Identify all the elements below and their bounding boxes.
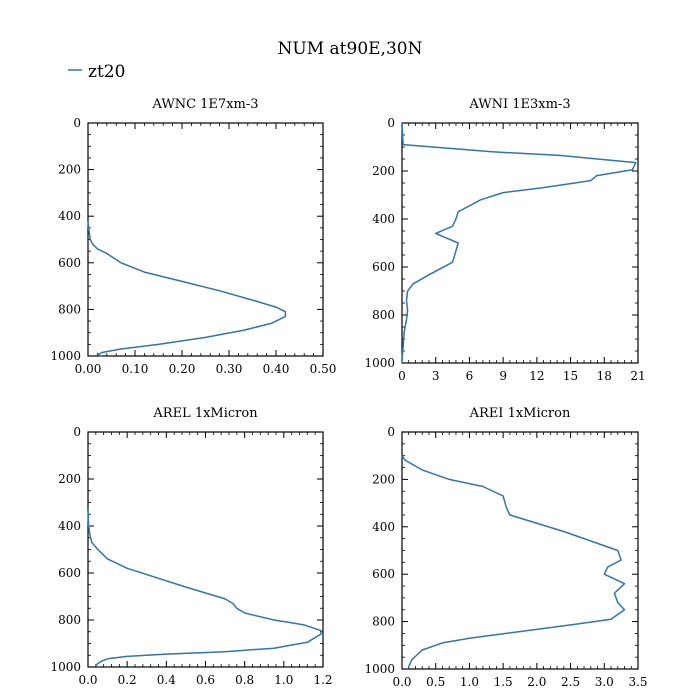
- panel-title: AREI 1xMicron: [469, 406, 571, 421]
- x-tick-label: 0: [398, 369, 406, 383]
- legend: zt20: [68, 62, 125, 82]
- series-line-zt20: [87, 220, 287, 357]
- x-tick-label: 0.30: [216, 362, 243, 376]
- y-tick-label: 1000: [50, 660, 81, 674]
- x-tick-label: 0.6: [196, 673, 215, 687]
- y-tick-label: 600: [372, 567, 395, 581]
- plot-frame: [401, 431, 639, 670]
- x-tick-label: 1.0: [274, 673, 293, 687]
- x-tick-label: 6: [466, 369, 474, 383]
- x-tick-label: 0.8: [235, 673, 254, 687]
- y-tick-label: 200: [372, 164, 395, 178]
- panel-title: AWNC 1E7xm-3: [151, 97, 258, 112]
- y-tick-label: 0: [73, 116, 81, 130]
- legend-label: zt20: [88, 62, 125, 82]
- x-tick-label: 0.0: [392, 675, 411, 689]
- y-tick-label: 600: [58, 256, 81, 270]
- x-tick-label: 0.00: [75, 362, 102, 376]
- x-tick-label: 0.10: [122, 362, 149, 376]
- y-tick-label: 0: [387, 425, 395, 439]
- x-tick-label: 3.5: [628, 675, 647, 689]
- plot-frame: [87, 122, 324, 357]
- y-tick-label: 600: [372, 260, 395, 274]
- y-tick-label: 200: [372, 472, 395, 486]
- y-tick-label: 1000: [364, 662, 395, 676]
- y-tick-label: 800: [372, 308, 395, 322]
- y-tick-label: 200: [58, 472, 81, 486]
- chart-panel-3: AREL 1xMicron 0.0 0.2 0.4 0.6 0.8 1.0 1.2 0 200 40…: [50, 406, 332, 687]
- x-tick-label: 15: [563, 369, 578, 383]
- x-tick-label: 1.5: [494, 675, 513, 689]
- series-line-zt20: [401, 122, 637, 363]
- x-tick-label: 2.5: [561, 675, 580, 689]
- y-tick-label: 400: [372, 212, 395, 226]
- y-tick-label: 200: [58, 163, 81, 177]
- y-tick-label: 800: [58, 613, 81, 627]
- x-tick-label: 0.0: [78, 673, 97, 687]
- x-tick-label: 0.5: [426, 675, 445, 689]
- plot-frame: [87, 431, 324, 668]
- chart-panel-2: AWNI 1E3xm-3 0 3 6 9 12 15 18 21 0 200 400 600 800 100…: [364, 97, 645, 383]
- chart-panel-4: AREI 1xMicron 0.0 0.5 1.0 1.5 2.0 2.5 3.0 3.5 0 20…: [364, 406, 647, 689]
- figure-title: NUM at90E,30N: [278, 39, 423, 59]
- y-tick-label: 1000: [364, 356, 395, 370]
- y-tick-label: 600: [58, 566, 81, 580]
- y-tick-label: 0: [387, 116, 395, 130]
- x-tick-label: 2.0: [527, 675, 546, 689]
- y-tick-label: 800: [58, 302, 81, 316]
- x-tick-label: 9: [499, 369, 507, 383]
- x-tick-label: 1.0: [460, 675, 479, 689]
- series-line-zt20: [87, 509, 322, 667]
- y-tick-label: 400: [58, 519, 81, 533]
- x-tick-label: 12: [529, 369, 544, 383]
- y-tick-label: 400: [372, 520, 395, 534]
- y-tick-label: 800: [372, 615, 395, 629]
- x-tick-label: 0.2: [118, 673, 137, 687]
- y-tick-label: 1000: [50, 349, 81, 363]
- y-tick-label: 400: [58, 209, 81, 223]
- chart-panel-1: AWNC 1E7xm-3 0.00 0.10 0.20 0.30 0.40 0.50 0 200…: [50, 97, 336, 376]
- panel-title: AWNI 1E3xm-3: [468, 97, 570, 112]
- x-tick-label: 0.4: [157, 673, 176, 687]
- x-tick-label: 1.2: [313, 673, 332, 687]
- x-tick-label: 0.50: [310, 362, 337, 376]
- x-tick-label: 3: [432, 369, 440, 383]
- x-tick-label: 18: [597, 369, 612, 383]
- x-tick-label: 0.40: [263, 362, 290, 376]
- series-line-zt20: [401, 455, 626, 667]
- panel-title: AREL 1xMicron: [152, 406, 258, 421]
- x-tick-label: 0.20: [169, 362, 196, 376]
- x-tick-label: 3.0: [595, 675, 614, 689]
- y-tick-label: 0: [73, 425, 81, 439]
- x-tick-label: 21: [630, 369, 645, 383]
